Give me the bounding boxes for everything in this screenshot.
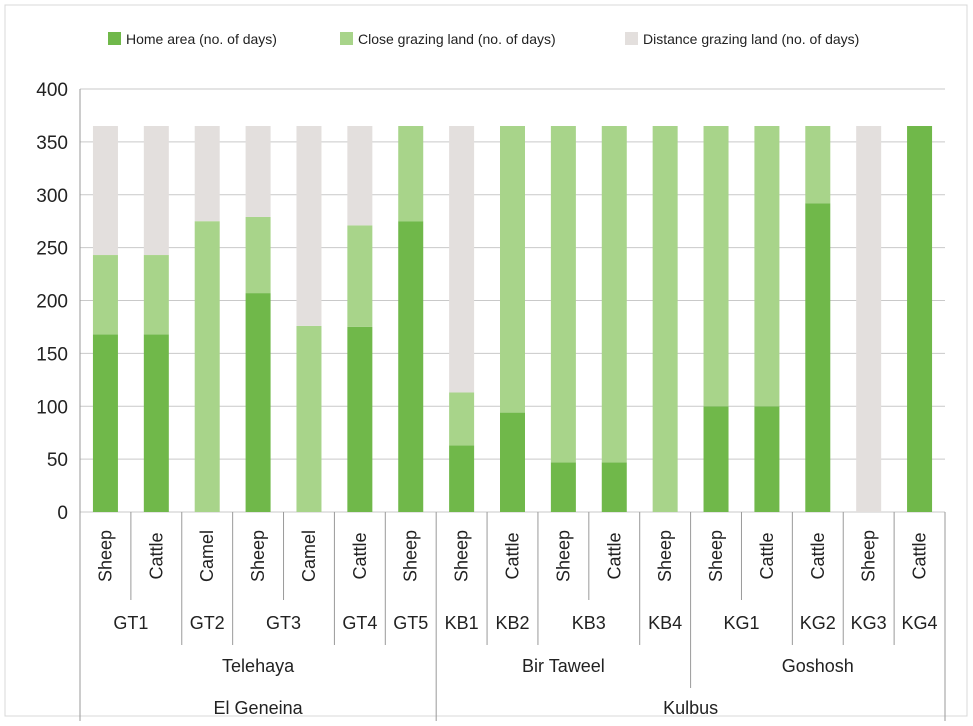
category-label: Cattle bbox=[350, 532, 370, 579]
category-label: Cattle bbox=[604, 532, 624, 579]
category-label: Sheep bbox=[401, 530, 421, 582]
bar-segment-2 bbox=[296, 325, 322, 512]
category-label: Sheep bbox=[452, 530, 472, 582]
category-label: Camel bbox=[197, 530, 217, 582]
group-label-area: Bir Taweel bbox=[522, 656, 605, 676]
bar-segment-2 bbox=[601, 126, 627, 463]
group-label-unit: KG3 bbox=[851, 613, 887, 633]
group-label-unit: GT5 bbox=[393, 613, 428, 633]
bar-segment-3 bbox=[449, 126, 475, 393]
y-tick-label: 0 bbox=[57, 503, 68, 524]
bar-segment-2 bbox=[398, 126, 424, 222]
group-label-unit: GT3 bbox=[266, 613, 301, 633]
y-tick-label: 100 bbox=[36, 397, 68, 418]
bar-segment-2 bbox=[194, 221, 220, 512]
category-label: Camel bbox=[299, 530, 319, 582]
bar-segment-1 bbox=[754, 406, 780, 512]
group-label-unit: KG1 bbox=[723, 613, 759, 633]
bar-segment-1 bbox=[703, 406, 729, 512]
bar-segment-3 bbox=[296, 126, 322, 326]
y-tick-label: 250 bbox=[36, 239, 68, 260]
category-label: Cattle bbox=[808, 532, 828, 579]
category-label: Sheep bbox=[553, 530, 573, 582]
y-tick-label: 50 bbox=[47, 450, 68, 471]
group-label-area: Goshosh bbox=[782, 656, 854, 676]
group-label-unit: GT4 bbox=[342, 613, 377, 633]
bar-segment-3 bbox=[143, 126, 169, 256]
y-tick-label: 350 bbox=[36, 133, 68, 154]
bar-segment-1 bbox=[245, 293, 271, 512]
bar-segment-1 bbox=[500, 412, 525, 512]
bar-segment-2 bbox=[652, 126, 678, 512]
category-label: Cattle bbox=[503, 532, 523, 579]
y-tick-label: 200 bbox=[36, 292, 68, 313]
group-label-unit: GT1 bbox=[113, 613, 148, 633]
bar-segment-2 bbox=[245, 216, 271, 294]
bar-segment-3 bbox=[194, 126, 220, 222]
legend-label: Home area (no. of days) bbox=[126, 31, 277, 47]
category-label: Sheep bbox=[95, 530, 115, 582]
legend-label: Distance grazing land (no. of days) bbox=[643, 31, 859, 47]
bar-segment-2 bbox=[703, 126, 729, 407]
y-tick-label: 400 bbox=[36, 80, 68, 101]
group-label-unit: GT2 bbox=[190, 613, 225, 633]
group-label-unit: KG4 bbox=[902, 613, 938, 633]
bar-segment-2 bbox=[754, 126, 780, 407]
group-label-region: El Geneina bbox=[214, 698, 304, 718]
bar-segment-3 bbox=[347, 126, 373, 226]
bar-segment-2 bbox=[92, 255, 118, 335]
bar-segment-3 bbox=[245, 126, 271, 217]
bar-segment-1 bbox=[550, 462, 576, 512]
bar-segment-2 bbox=[550, 126, 576, 463]
legend-label: Close grazing land (no. of days) bbox=[358, 31, 556, 47]
category-label: Cattle bbox=[146, 532, 166, 579]
category-label: Sheep bbox=[859, 530, 879, 582]
category-label: Sheep bbox=[706, 530, 726, 582]
category-label: Sheep bbox=[248, 530, 268, 582]
bar-segment-2 bbox=[347, 225, 373, 327]
bar-segment-2 bbox=[500, 126, 525, 413]
bar-segment-2 bbox=[449, 392, 475, 446]
legend-swatch bbox=[340, 32, 353, 45]
bar-segment-1 bbox=[92, 334, 118, 512]
category-label: Sheep bbox=[655, 530, 675, 582]
legend-swatch bbox=[625, 32, 638, 45]
bar-segment-1 bbox=[143, 334, 169, 512]
bar-segment-1 bbox=[907, 126, 933, 512]
group-label-unit: KB4 bbox=[648, 613, 682, 633]
bar-segment-3 bbox=[92, 126, 118, 256]
category-label: Cattle bbox=[910, 532, 930, 579]
group-label-area: Telehaya bbox=[222, 656, 295, 676]
group-label-unit: KB3 bbox=[572, 613, 606, 633]
bar-segment-1 bbox=[449, 445, 475, 512]
y-tick-label: 300 bbox=[36, 186, 68, 207]
group-label-region: Kulbus bbox=[663, 698, 718, 718]
bar-segment-1 bbox=[398, 221, 424, 512]
bar-segment-1 bbox=[347, 326, 373, 512]
category-label: Cattle bbox=[757, 532, 777, 579]
group-label-unit: KB1 bbox=[445, 613, 479, 633]
bar-segment-2 bbox=[143, 255, 169, 335]
bar-segment-1 bbox=[805, 203, 831, 512]
group-label-unit: KG2 bbox=[800, 613, 836, 633]
bar-segment-2 bbox=[805, 126, 831, 204]
bar-segment-3 bbox=[856, 126, 882, 512]
legend-swatch bbox=[108, 32, 121, 45]
bar-segment-1 bbox=[601, 462, 627, 512]
group-label-unit: KB2 bbox=[495, 613, 529, 633]
y-tick-label: 150 bbox=[36, 344, 68, 365]
